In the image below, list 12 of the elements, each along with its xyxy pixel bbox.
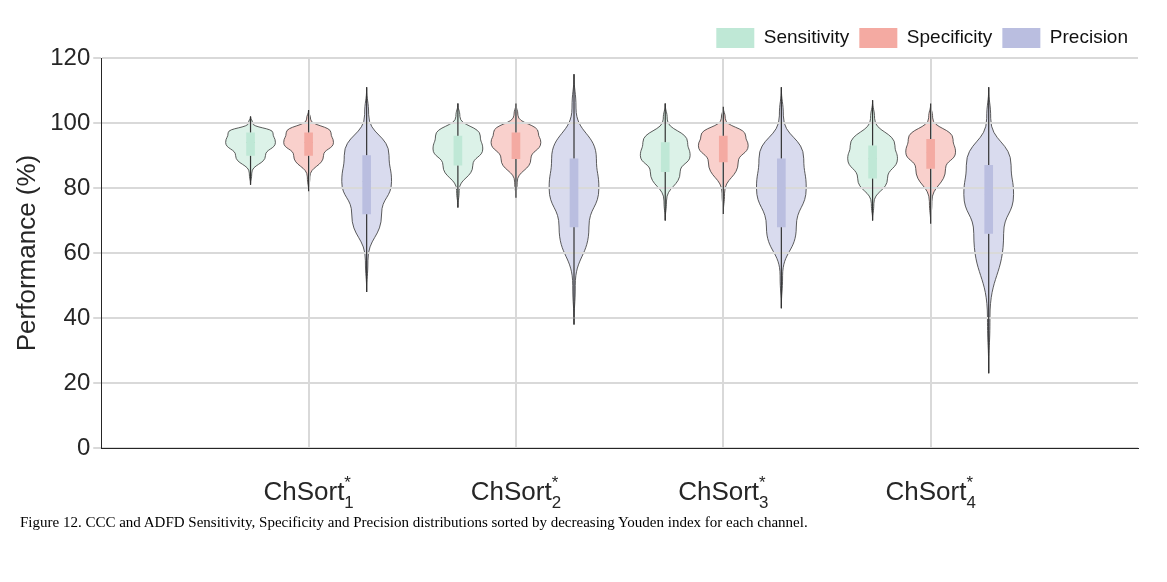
legend-label: Sensitivity: [763, 26, 850, 48]
y-tick-label: 100: [50, 107, 91, 135]
y-tick-label: 40: [63, 302, 91, 330]
y-tick-label: 80: [63, 172, 91, 200]
legend-label: Specificity: [906, 26, 993, 48]
y-tick-label: 20: [63, 367, 91, 395]
y-tick-label: 0: [76, 432, 91, 460]
legend-label: Precision: [1049, 26, 1129, 48]
y-axis-title: Performance (%): [10, 154, 41, 352]
caption: Figure 12. CCC and ADFD Sensitivity, Specificity and Precision distributions sorted by decreasing Youden index for each channel.: [20, 514, 808, 530]
y-tick-label: 60: [63, 237, 91, 265]
y-tick-label: 120: [50, 42, 91, 70]
